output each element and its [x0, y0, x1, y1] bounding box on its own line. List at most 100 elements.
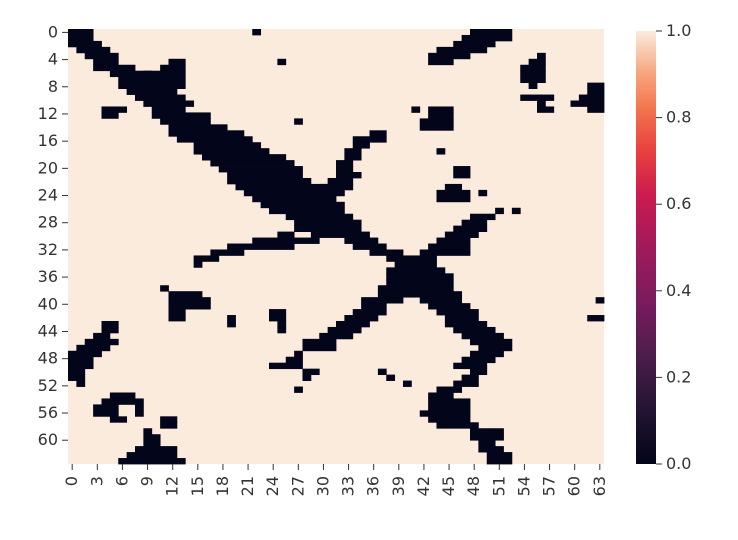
- heatmap-cell: [344, 237, 379, 244]
- heatmap-cell: [252, 237, 320, 244]
- heatmap-cell: [369, 249, 404, 256]
- heatmap-cell: [176, 136, 253, 143]
- heatmap-cell: [68, 350, 102, 358]
- heatmap-cell: [160, 118, 211, 125]
- heatmap-cell: [537, 52, 546, 60]
- heatmap-cell: [135, 410, 144, 417]
- y-tick-label: 8: [48, 77, 58, 96]
- heatmap-cell: [68, 362, 94, 370]
- heatmap-cell: [227, 177, 312, 185]
- heatmap-cell: [419, 118, 454, 125]
- heatmap-cell: [428, 392, 454, 399]
- x-tick-label: 0: [62, 476, 81, 486]
- heatmap-cell: [143, 100, 195, 107]
- colorbar-tick-label: 0.2: [666, 367, 691, 386]
- heatmap-cell: [68, 34, 94, 42]
- heatmap-cell: [361, 303, 387, 310]
- heatmap-cell: [93, 410, 119, 417]
- colorbar-tick-label: 0.4: [666, 281, 691, 300]
- heatmap-cell: [377, 368, 387, 376]
- heatmap-cell: [386, 267, 446, 274]
- heatmap-cell: [143, 428, 153, 435]
- heatmap-cell: [470, 434, 496, 441]
- heatmap-cell: [352, 309, 387, 316]
- heatmap-cell: [210, 249, 245, 256]
- heatmap-cell: [76, 344, 111, 352]
- y-tick-label: 28: [38, 213, 58, 232]
- heatmap-cell: [126, 452, 178, 459]
- heatmap-cell: [344, 315, 379, 322]
- heatmap-cell: [84, 338, 119, 346]
- heatmap-cell: [436, 309, 479, 316]
- heatmap-cell: [336, 166, 354, 173]
- heatmap-cell: [109, 416, 128, 423]
- y-tick-label: 40: [38, 294, 58, 313]
- heatmap-cell: [135, 404, 144, 411]
- heatmap-cell: [84, 52, 119, 60]
- heatmap-cell: [269, 309, 287, 316]
- heatmap-cell: [235, 183, 329, 191]
- heatmap-cell: [227, 320, 236, 328]
- heatmap-cell: [428, 416, 471, 423]
- heatmap-cell: [470, 350, 504, 358]
- heatmap-cell: [377, 285, 454, 292]
- heatmap-cell: [419, 297, 463, 304]
- heatmap-cell: [109, 70, 153, 78]
- x-tick-label: 36: [364, 476, 383, 496]
- x-tick-label: 27: [288, 476, 307, 496]
- heatmap-cell: [428, 303, 471, 310]
- heatmap-cell: [277, 326, 287, 334]
- heatmap-cell: [587, 88, 605, 95]
- heatmap-cell: [101, 326, 119, 334]
- heatmap-cell: [319, 332, 354, 340]
- heatmap-cell: [135, 446, 178, 453]
- heatmap-cell: [302, 344, 337, 352]
- heatmap-cell: [252, 29, 262, 36]
- heatmap-cell: [436, 148, 446, 155]
- heatmap-cell: [470, 213, 496, 221]
- heatmap-cell: [537, 106, 555, 113]
- heatmap-cell: [595, 297, 605, 304]
- heatmap-cell: [428, 58, 454, 66]
- heatmap-cell: [109, 392, 136, 399]
- heatmap-cell: [419, 124, 454, 131]
- heatmap-cell: [528, 82, 538, 89]
- heatmap-cell: [319, 183, 354, 191]
- heatmap-cell: [285, 213, 354, 221]
- y-tick-label: 24: [38, 186, 58, 205]
- heatmap-cell: [428, 243, 471, 250]
- heatmap-cell: [193, 255, 220, 262]
- heatmap-cell: [126, 88, 178, 95]
- heatmap-cell: [118, 458, 186, 465]
- x-tick-label: 9: [138, 476, 157, 486]
- heatmap-cell: [453, 362, 488, 370]
- colorbar-tick-label: 0.8: [666, 108, 691, 127]
- heatmap-cell: [327, 177, 354, 185]
- heatmap-cell: [428, 106, 454, 113]
- heatmap-cell: [336, 320, 370, 328]
- heatmap-cell: [277, 231, 295, 238]
- heatmap-cell: [252, 195, 337, 203]
- heatmap-cell: [294, 118, 303, 125]
- heatmap-cell: [470, 428, 488, 435]
- heatmap-cell: [511, 207, 521, 215]
- heatmap-cell: [93, 332, 111, 340]
- heatmap-cell: [294, 225, 362, 232]
- heatmap-cell: [377, 291, 463, 298]
- x-tick-label: 30: [313, 476, 332, 496]
- heatmap-cell: [486, 452, 513, 459]
- heatmap-cell: [444, 183, 463, 191]
- y-tick-label: 48: [38, 349, 58, 368]
- heatmap-cell: [587, 106, 605, 113]
- heatmap-cell: [352, 243, 387, 250]
- heatmap-cell: [269, 315, 287, 322]
- y-tick-label: 12: [38, 104, 58, 123]
- heatmap-cell: [461, 374, 479, 381]
- heatmap-cell: [168, 58, 186, 66]
- heatmap-cell: [453, 225, 488, 232]
- heatmap-cell: [294, 386, 303, 393]
- heatmap-cell: [68, 368, 86, 376]
- heatmap-cell: [461, 34, 513, 42]
- heatmap-cell: [444, 231, 479, 238]
- heatmap-cell: [461, 356, 496, 364]
